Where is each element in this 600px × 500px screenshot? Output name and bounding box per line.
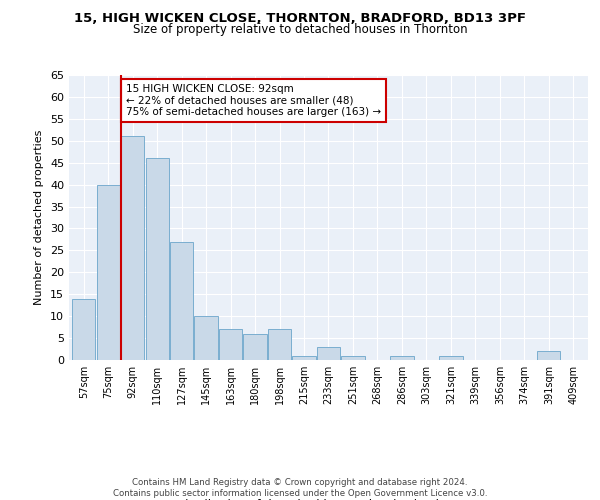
Bar <box>537 351 560 360</box>
Bar <box>170 242 193 360</box>
Text: 15 HIGH WICKEN CLOSE: 92sqm
← 22% of detached houses are smaller (48)
75% of sem: 15 HIGH WICKEN CLOSE: 92sqm ← 22% of det… <box>126 84 381 117</box>
Bar <box>439 356 463 360</box>
Bar <box>268 330 291 360</box>
Bar <box>72 298 95 360</box>
Y-axis label: Number of detached properties: Number of detached properties <box>34 130 44 305</box>
Bar <box>341 356 365 360</box>
Bar <box>292 356 316 360</box>
Bar <box>121 136 144 360</box>
Bar <box>317 347 340 360</box>
Text: Size of property relative to detached houses in Thornton: Size of property relative to detached ho… <box>133 22 467 36</box>
Bar <box>219 330 242 360</box>
X-axis label: Distribution of detached houses by size in Thornton: Distribution of detached houses by size … <box>176 498 481 500</box>
Bar <box>194 316 218 360</box>
Bar <box>146 158 169 360</box>
Bar <box>244 334 266 360</box>
Bar <box>391 356 413 360</box>
Text: 15, HIGH WICKEN CLOSE, THORNTON, BRADFORD, BD13 3PF: 15, HIGH WICKEN CLOSE, THORNTON, BRADFOR… <box>74 12 526 26</box>
Text: Contains HM Land Registry data © Crown copyright and database right 2024.
Contai: Contains HM Land Registry data © Crown c… <box>113 478 487 498</box>
Bar <box>97 184 120 360</box>
